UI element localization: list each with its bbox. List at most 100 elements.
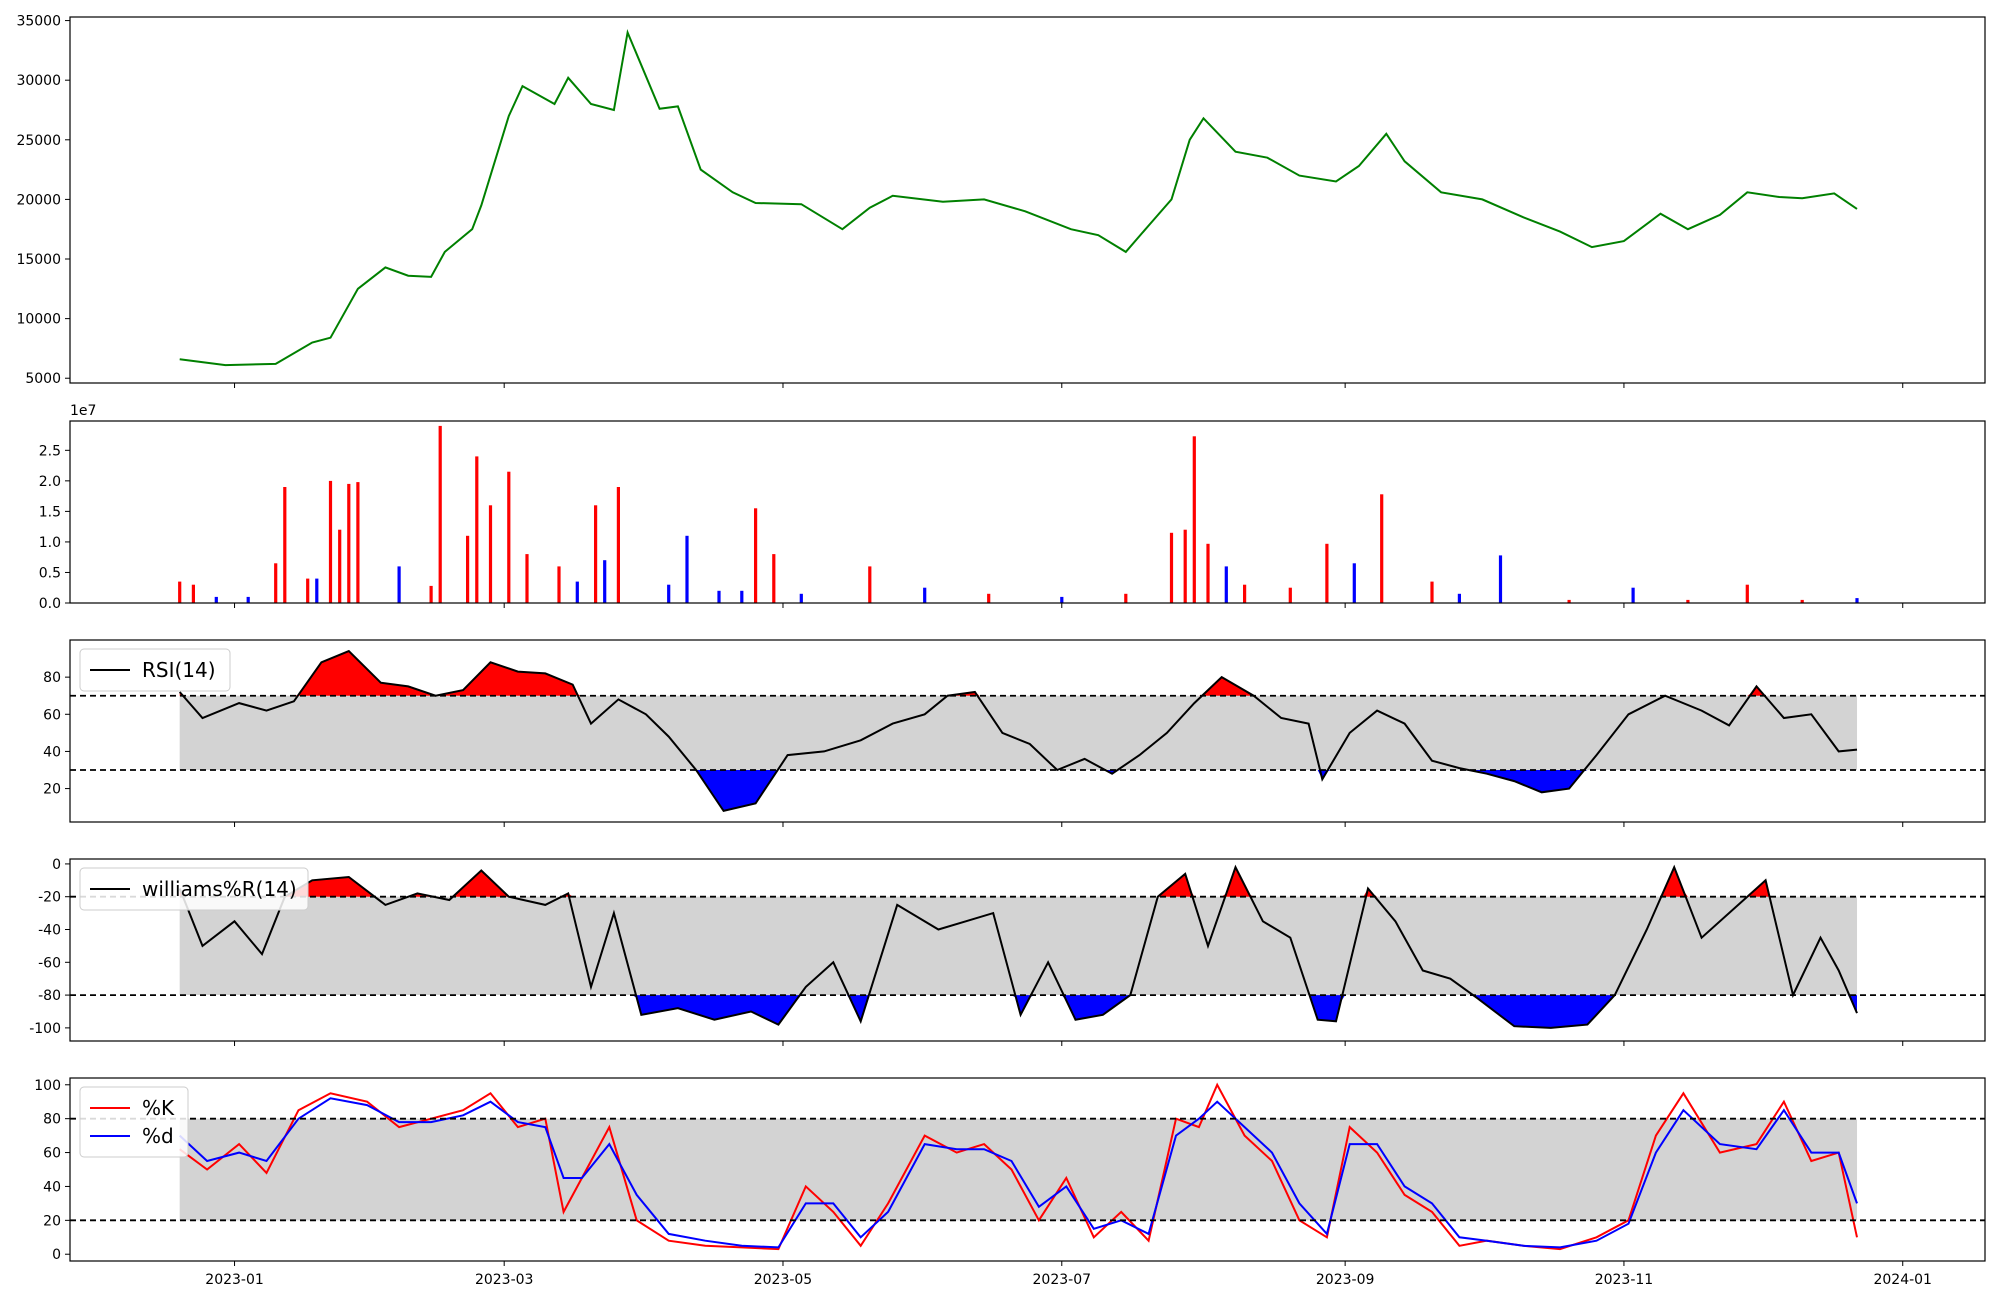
volume-bar (429, 585, 433, 603)
volume-bar (575, 581, 579, 603)
legend-label: RSI(14) (142, 658, 216, 682)
volume-bar (1288, 587, 1292, 603)
y-tick-label: -40 (38, 923, 61, 939)
x-tick-label: 2024-01 (1873, 1272, 1932, 1288)
x-tick-label: 2023-07 (1033, 1272, 1092, 1288)
legend-box (79, 1086, 189, 1158)
legend-box (79, 867, 309, 911)
plot-area (178, 649, 1858, 813)
y-tick-label: 25000 (16, 133, 61, 149)
panel-frame (69, 1077, 1986, 1262)
volume-bar (347, 483, 351, 603)
plot-area (178, 425, 1859, 603)
volume-bar (740, 590, 744, 603)
volume-bar (1745, 584, 1749, 603)
plot-area (178, 864, 1858, 1029)
overbought-fill (179, 867, 1858, 897)
y-tick-label: 1.5 (39, 504, 61, 520)
volume-bar (799, 593, 803, 603)
threshold-band (179, 896, 1858, 996)
volume-bar (1855, 598, 1859, 603)
y-tick-label: 2.0 (39, 474, 61, 490)
volume-bar (1380, 494, 1384, 603)
volume-bar (466, 535, 470, 603)
y-tick-label: -80 (38, 988, 61, 1004)
volume-bar (1430, 581, 1434, 603)
volume-bar (717, 590, 721, 603)
series-line-d (179, 1097, 1858, 1249)
y-offset-label: 1e7 (70, 403, 96, 419)
series-line-price (179, 28, 1858, 367)
legend-box (79, 648, 231, 692)
y-tick-label: 20 (43, 1213, 61, 1229)
volume-bar (1124, 593, 1128, 603)
volume-bar (754, 508, 758, 603)
volume-bar (338, 529, 342, 603)
volume-bar (1325, 543, 1329, 603)
volume-bar (1631, 587, 1635, 603)
x-tick-label: 2023-11 (1595, 1272, 1654, 1288)
x-tick-label: 2023-01 (205, 1272, 264, 1288)
y-tick-label: 15000 (16, 252, 61, 268)
y-tick-label: 2.5 (39, 443, 61, 459)
threshold-band (179, 695, 1858, 770)
panel-price: 5000 10000 15000 20000 25000 30000 35000 (16, 14, 1986, 388)
y-tick-label: 1.0 (39, 535, 61, 551)
y-tick-label: 20000 (16, 192, 61, 208)
x-tick-label: 2023-05 (754, 1272, 813, 1288)
y-tick-label: -100 (29, 1021, 61, 1037)
panel-rsi: 20 40 60 80 RSI(14) (43, 639, 1986, 827)
panel-frame (69, 420, 1986, 604)
volume-bar (507, 471, 511, 603)
volume-bar (1800, 599, 1804, 603)
y-tick-label: 0 (52, 857, 61, 873)
oversold-fill (179, 995, 1858, 1028)
y-tick-label: -20 (38, 890, 61, 906)
series-line-rsi (178, 649, 1858, 813)
volume-bar (772, 554, 776, 603)
volume-bar (1686, 599, 1690, 603)
x-tick-label: 2023-03 (475, 1272, 534, 1288)
y-tick-label: 35000 (16, 14, 61, 30)
volume-bar (356, 482, 360, 603)
volume-bar (667, 584, 671, 603)
y-tick-label: 40 (43, 744, 61, 760)
panel-williams_r: 0 -20 -40 -60 -80 -100 williams%R(14) (29, 857, 1986, 1046)
x-axis: 2023-01 2023-03 2023-05 2023-07 2023-09 2023-… (205, 1272, 1932, 1288)
volume-bar (1060, 596, 1064, 603)
y-tick-label: 0 (52, 1247, 61, 1263)
volume-bar (685, 535, 689, 603)
volume-bar (603, 560, 607, 603)
volume-bar (178, 581, 182, 603)
volume-bar (1457, 593, 1461, 603)
volume-bar (315, 578, 319, 603)
volume-bar (283, 487, 287, 603)
panel-volume: 0.0 0.5 1.0 1.5 2.0 2.5 1e7 (39, 403, 1986, 612)
y-tick-label: 30000 (16, 73, 61, 89)
panel-stochastic: 0 20 40 60 80 100 %K %d (34, 1077, 1986, 1266)
legend-label: %K (142, 1096, 175, 1120)
y-tick-label: -60 (38, 955, 61, 971)
volume-bar (274, 563, 278, 603)
volume-bar (1352, 563, 1356, 603)
volume-bar (397, 566, 401, 603)
volume-bar (1224, 566, 1228, 603)
y-tick-label: 100 (34, 1078, 61, 1094)
y-tick-label: 20 (43, 782, 61, 798)
panel-frame (69, 16, 1986, 384)
plot-area (179, 28, 1858, 367)
volume-bar (1206, 543, 1210, 603)
volume-bar (328, 480, 333, 603)
volume-bar (1243, 584, 1247, 603)
volume-bar (1192, 436, 1196, 603)
y-tick-label: 5000 (25, 371, 61, 387)
y-tick-label: 80 (43, 1112, 61, 1128)
volume-bar (306, 578, 310, 603)
y-tick-label: 60 (43, 707, 61, 723)
volume-bar (475, 456, 479, 603)
volume-bar (1567, 599, 1571, 603)
y-tick-label: 10000 (16, 312, 61, 328)
volume-bar (1169, 532, 1174, 603)
y-tick-label: 0.0 (39, 596, 61, 612)
volume-bar (923, 587, 927, 603)
